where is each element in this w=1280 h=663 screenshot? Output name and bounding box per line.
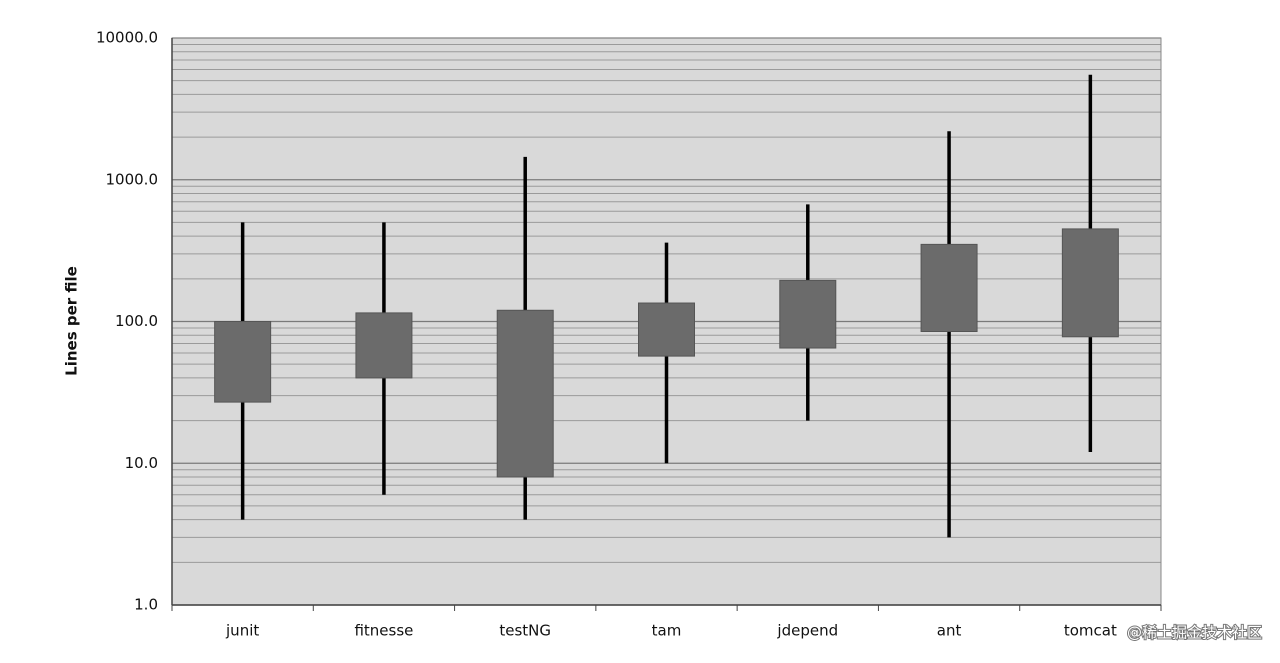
x-tick-label: tomcat — [1064, 622, 1117, 640]
y-tick-label: 10.0 — [125, 454, 158, 472]
box — [1061, 228, 1119, 338]
box — [779, 279, 837, 349]
watermark: @稀土掘金技术社区 — [1127, 624, 1262, 642]
box — [638, 302, 695, 357]
y-axis-label: Lines per file — [63, 266, 81, 376]
x-tick-label: testNG — [499, 622, 551, 640]
box — [355, 312, 413, 379]
box — [920, 243, 978, 333]
box — [214, 321, 272, 403]
box — [496, 309, 554, 478]
y-tick-label: 1.0 — [134, 596, 158, 614]
x-tick-label: tam — [652, 622, 682, 640]
x-tick-label: junit — [225, 622, 259, 640]
x-tick-label: fitnesse — [354, 622, 413, 640]
x-tick-label: jdepend — [776, 622, 838, 640]
x-tick-label: ant — [937, 622, 962, 640]
y-tick-label: 1000.0 — [106, 170, 159, 188]
y-tick-label: 100.0 — [115, 312, 158, 330]
y-tick-label: 10000.0 — [96, 29, 158, 47]
